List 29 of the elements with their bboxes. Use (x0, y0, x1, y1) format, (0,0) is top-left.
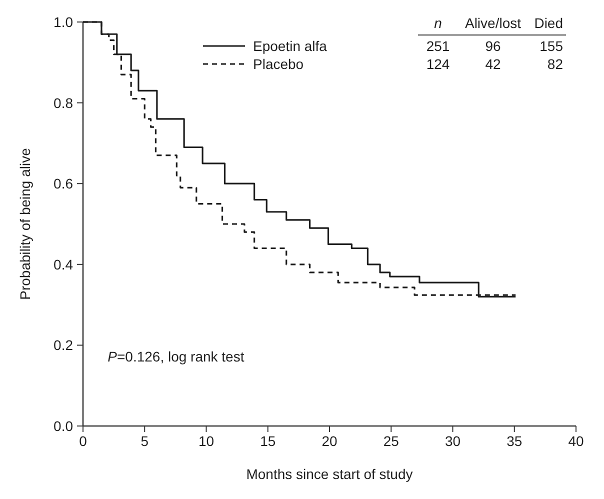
x-tick-label: 20 (322, 433, 338, 449)
y-tick-label: 1.0 (54, 14, 74, 30)
annotation: 42 (485, 56, 501, 72)
y-tick-label: 0.2 (54, 337, 74, 354)
y-tick-label: 0.8 (54, 94, 74, 111)
x-tick-label: 10 (198, 433, 214, 449)
annotation: 96 (485, 38, 501, 54)
annotation: Died (534, 15, 563, 31)
x-axis-title: Months since start of study (246, 466, 413, 482)
x-tick-label: 25 (383, 433, 400, 449)
x-tick-label: 15 (260, 433, 276, 449)
annotation: Alive/lost (464, 15, 522, 31)
y-tick-label: 0.4 (54, 256, 74, 272)
y-tick-label: 0.6 (54, 176, 74, 192)
legend-label: Epoetin alfa (253, 38, 328, 54)
y-axis-title: Probability of being alive (17, 148, 33, 300)
annotation: P=0.126, log rank test (108, 348, 244, 364)
annotation: 251 (426, 38, 450, 54)
x-tick-label: 30 (444, 433, 461, 449)
annotation: 155 (540, 38, 564, 54)
annotation: n (434, 15, 442, 31)
annotation: 82 (547, 56, 564, 72)
x-tick-label: 0 (79, 433, 88, 449)
y-tick-label: 0.0 (54, 418, 74, 434)
annotation: 124 (426, 56, 450, 72)
x-tick-label: 35 (506, 433, 522, 449)
legend-label: Placebo (253, 56, 304, 72)
x-tick-label: 5 (140, 433, 149, 449)
x-tick-label: 40 (568, 433, 584, 449)
